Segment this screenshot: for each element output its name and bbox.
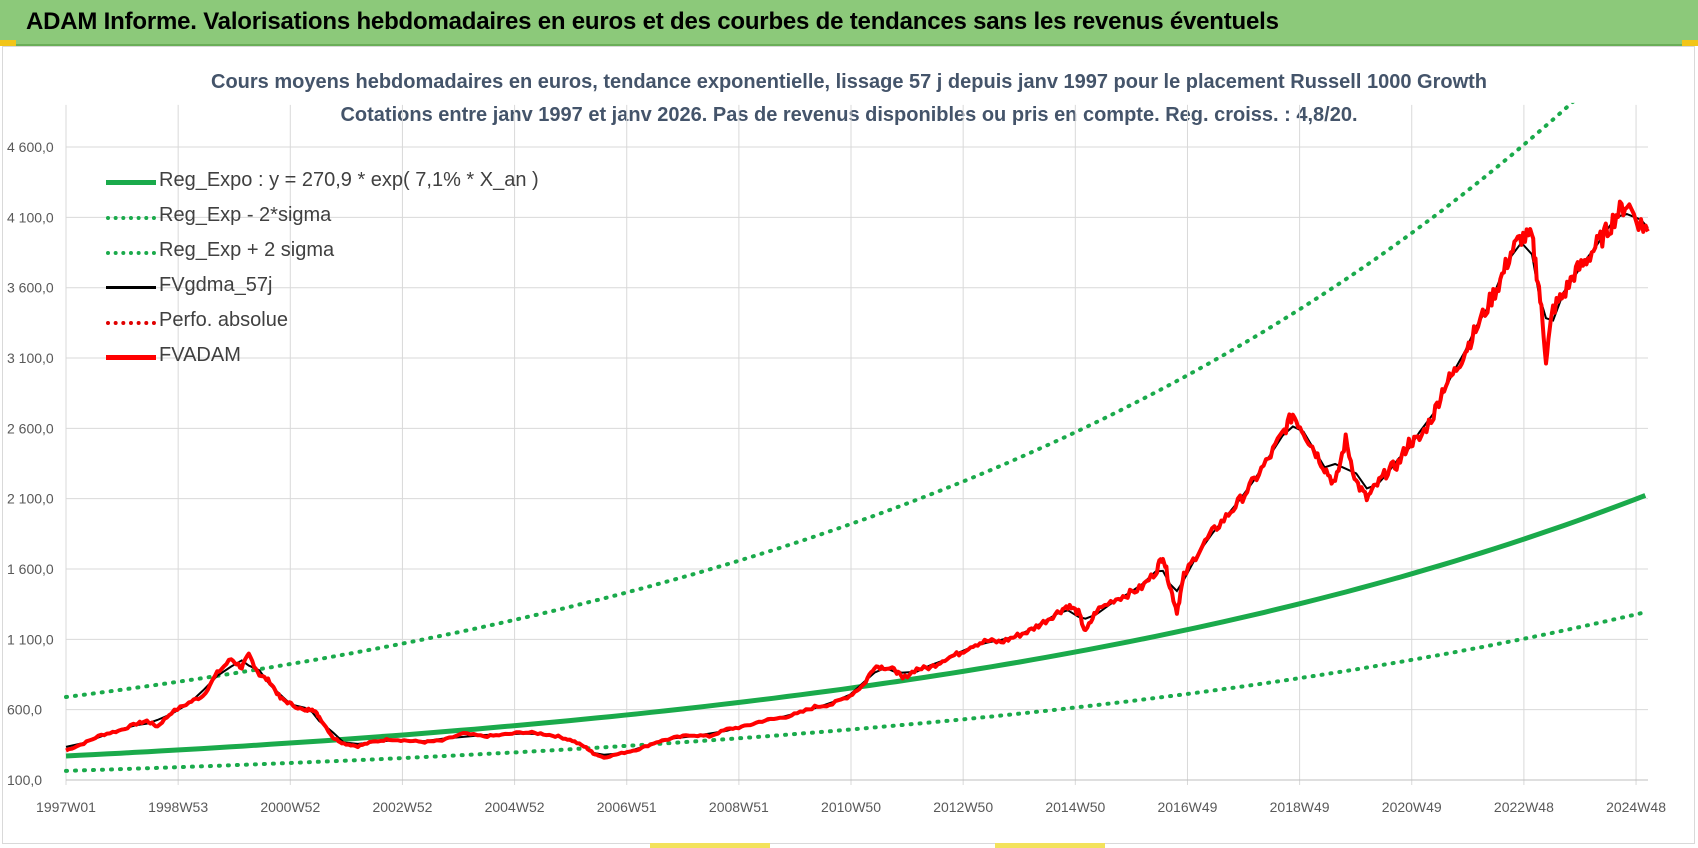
x-tick-label: 2018W49	[1270, 799, 1330, 815]
y-tick-label: 600,0	[7, 702, 42, 718]
legend-swatch	[106, 216, 156, 220]
legend-swatch	[106, 321, 156, 325]
x-tick-label: 2004W52	[485, 799, 545, 815]
y-tick-label: 2 600,0	[7, 420, 54, 436]
y-tick-label: 2 100,0	[7, 491, 54, 507]
legend-label: Perfo. absolue	[159, 309, 288, 331]
series-line-0	[65, 493, 1647, 759]
x-tick-label: 2000W52	[260, 799, 320, 815]
legend-label: FVgdma_57j	[159, 274, 273, 296]
legend-swatch	[106, 180, 156, 185]
series-line-1	[64, 610, 1648, 773]
header-banner: ADAM Informe. Valorisations hebdomadaire…	[0, 0, 1698, 46]
legend-label: Reg_Expo : y = 270,9 * exp( 7,1% * X_an …	[159, 169, 539, 191]
x-tick-label: 2012W50	[933, 799, 993, 815]
series-line-fvgdma	[65, 213, 1649, 756]
legend-label: Reg_Exp - 2*sigma	[159, 204, 332, 226]
y-tick-label: 100,0	[7, 772, 42, 788]
chart-subtitle: Cotations entre janv 1997 et janv 2026. …	[340, 104, 1358, 126]
x-tick-label: 2002W52	[372, 799, 432, 815]
y-tick-label: 3 600,0	[7, 280, 54, 296]
page-title: ADAM Informe. Valorisations hebdomadaire…	[26, 8, 1279, 35]
legend-swatch	[106, 286, 156, 289]
y-tick-label: 4 600,0	[7, 139, 54, 155]
x-tick-label: 1997W01	[36, 799, 96, 815]
series-line-fvadam	[65, 199, 1650, 760]
sheet-tab-marker	[995, 843, 1105, 848]
x-tick-label: 2006W51	[597, 799, 657, 815]
plot-series	[64, 102, 1650, 773]
legend-label: FVADAM	[159, 344, 241, 366]
corner-marker-right	[1682, 40, 1698, 46]
x-tick-label: 2022W48	[1494, 799, 1554, 815]
y-tick-label: 3 100,0	[7, 350, 54, 366]
y-tick-label: 1 600,0	[7, 561, 54, 577]
series-line-2	[64, 102, 1575, 699]
chart-title: Cours moyens hebdomadaires en euros, ten…	[211, 71, 1487, 93]
x-tick-label: 2014W50	[1045, 799, 1105, 815]
sheet-tab-marker	[650, 843, 770, 848]
x-tick-label: 2008W51	[709, 799, 769, 815]
y-tick-label: 1 100,0	[7, 631, 54, 647]
y-tick-label: 4 100,0	[7, 209, 54, 225]
legend-label: Reg_Exp + 2 sigma	[159, 239, 335, 261]
x-tick-label: 2010W50	[821, 799, 881, 815]
legend-swatch	[106, 355, 156, 360]
x-tick-label: 1998W53	[148, 799, 208, 815]
x-tick-label: 2024W48	[1606, 799, 1666, 815]
corner-marker-left	[0, 40, 16, 46]
x-tick-label: 2016W49	[1157, 799, 1217, 815]
legend-swatch	[106, 251, 156, 255]
x-tick-label: 2020W49	[1382, 799, 1442, 815]
